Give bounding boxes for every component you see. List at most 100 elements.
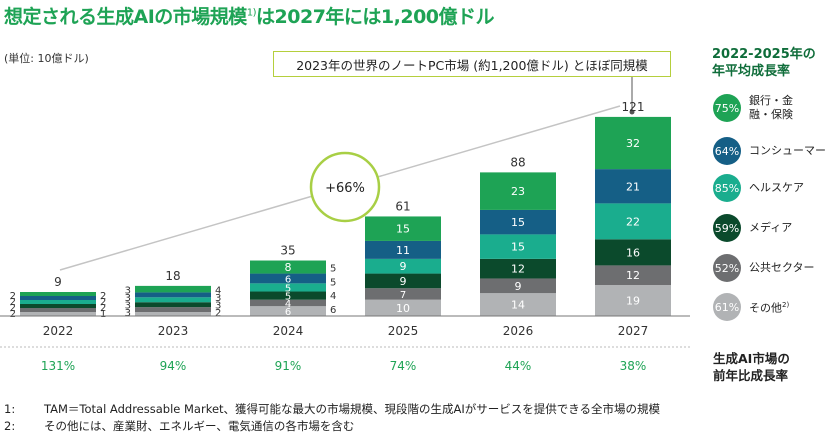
legend-item-public-sector: 52% 公共セクター bbox=[713, 254, 815, 282]
bar-segment bbox=[365, 273, 441, 289]
legend-cagr-badge: 75% bbox=[713, 94, 741, 122]
x-tick-label: 2024 bbox=[273, 324, 304, 338]
bar-segment bbox=[250, 260, 326, 274]
legend-item-healthcare: 85% ヘルスケア bbox=[713, 174, 804, 202]
laptop-market-callout: 2023年の世界のノートPC市場 (約1,200億ドル) とほぼ同規模 bbox=[273, 51, 671, 77]
footnote-1: 1: TAM＝Total Addressable Market、獲得可能な最大の市… bbox=[4, 402, 661, 416]
bar-segment bbox=[595, 265, 671, 285]
bar-segment bbox=[365, 216, 441, 241]
data-label: 6 bbox=[285, 307, 291, 318]
bar-segment bbox=[480, 234, 556, 259]
bar-segment bbox=[365, 299, 441, 316]
x-tick-label: 2022 bbox=[43, 324, 74, 338]
cagr-badge bbox=[309, 151, 381, 223]
bar-segment bbox=[480, 293, 556, 316]
bar-segment bbox=[20, 308, 96, 312]
total-label: 88 bbox=[510, 155, 525, 169]
bar-segment bbox=[250, 283, 326, 292]
bar-segment bbox=[595, 203, 671, 240]
side-label: 2 bbox=[10, 291, 16, 302]
bar-segment bbox=[365, 258, 441, 274]
footnote-2: 2: その他には、産業財、エネルギー、電気通信の各市場を含む bbox=[4, 419, 355, 433]
side-label: 3 bbox=[215, 301, 221, 312]
side-label: 1 bbox=[100, 309, 106, 320]
side-label: 5 bbox=[330, 263, 336, 274]
growth-value: 91% bbox=[275, 359, 302, 373]
bar-segment bbox=[135, 285, 211, 293]
bar-segment bbox=[20, 296, 96, 300]
side-label: 2 bbox=[215, 308, 221, 319]
bar-segment bbox=[480, 278, 556, 294]
data-label: 9 bbox=[515, 280, 522, 293]
legend-item-banking: 75% 銀行・金融・保険 bbox=[713, 94, 809, 122]
legend-label: その他2) bbox=[749, 301, 790, 315]
data-label: 5 bbox=[285, 292, 291, 303]
data-label: 12 bbox=[626, 269, 640, 282]
bar-segment bbox=[365, 240, 441, 259]
data-label: 10 bbox=[396, 302, 410, 315]
data-label: 6 bbox=[285, 274, 291, 285]
legend-title: 2022-2025年の 年平均成長率 bbox=[712, 47, 816, 79]
bar-segment bbox=[480, 258, 556, 279]
side-label: 2 bbox=[10, 303, 16, 314]
side-label: 3 bbox=[125, 308, 131, 319]
legend-item-other: 61% その他2) bbox=[713, 293, 789, 321]
x-tick-label: 2027 bbox=[618, 324, 649, 338]
bar-segment bbox=[135, 312, 211, 316]
bar-segment bbox=[135, 292, 211, 298]
bar-segment bbox=[480, 172, 556, 210]
data-label: 32 bbox=[626, 137, 640, 150]
growth-value: 94% bbox=[160, 359, 187, 373]
bar-segment bbox=[250, 273, 326, 284]
bar-segment bbox=[595, 169, 671, 204]
bar-segment bbox=[595, 239, 671, 266]
side-label: 2 bbox=[100, 297, 106, 308]
legend-cagr-badge: 64% bbox=[713, 137, 741, 165]
total-label: 121 bbox=[622, 100, 645, 114]
data-label: 9 bbox=[400, 260, 407, 273]
legend-cagr-badge: 61% bbox=[713, 293, 741, 321]
legend-cagr-badge: 59% bbox=[713, 214, 741, 242]
bar-segment bbox=[20, 292, 96, 296]
unit-label: (単位: 10億ドル) bbox=[4, 52, 89, 65]
data-label: 14 bbox=[511, 299, 525, 312]
bar-segment bbox=[135, 297, 211, 303]
side-label: 4 bbox=[330, 291, 336, 302]
data-label: 22 bbox=[626, 215, 640, 228]
data-label: 5 bbox=[285, 283, 291, 294]
data-label: 15 bbox=[396, 223, 410, 236]
x-tick-label: 2026 bbox=[503, 324, 534, 338]
data-label: 11 bbox=[396, 244, 410, 257]
data-label: 7 bbox=[400, 290, 406, 301]
bar-segment bbox=[20, 304, 96, 308]
legend-item-media: 59% メディア bbox=[713, 214, 792, 242]
x-tick-label: 2023 bbox=[158, 324, 189, 338]
side-label: 6 bbox=[330, 305, 336, 316]
data-label: 23 bbox=[511, 185, 525, 198]
legend-cagr-badge: 52% bbox=[713, 254, 741, 282]
data-label: 19 bbox=[626, 294, 640, 307]
bar-segment bbox=[135, 307, 211, 312]
bar-segment bbox=[250, 291, 326, 300]
side-label: 3 bbox=[125, 301, 131, 312]
bar-segment bbox=[250, 299, 326, 307]
side-label: 3 bbox=[215, 293, 221, 304]
bar-segment bbox=[250, 306, 326, 316]
total-label: 61 bbox=[395, 199, 410, 213]
data-label: 9 bbox=[400, 275, 407, 288]
bar-segment bbox=[480, 209, 556, 235]
legend-label: 銀行・金融・保険 bbox=[749, 94, 793, 121]
legend-cagr-badge: 85% bbox=[713, 174, 741, 202]
data-label: 12 bbox=[511, 263, 525, 276]
bar-segment bbox=[135, 302, 211, 308]
bar-segment bbox=[595, 116, 671, 170]
data-label: 16 bbox=[626, 246, 640, 259]
data-label: 4 bbox=[285, 299, 291, 310]
growth-value: 38% bbox=[620, 359, 647, 373]
data-label: 15 bbox=[511, 241, 525, 254]
data-label: 8 bbox=[285, 261, 292, 274]
side-label: 5 bbox=[330, 277, 336, 288]
x-tick-label: 2025 bbox=[388, 324, 419, 338]
growth-value: 44% bbox=[505, 359, 532, 373]
